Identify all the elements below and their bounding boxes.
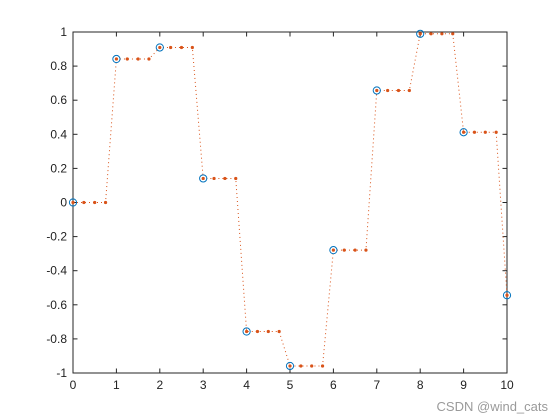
- data-point-dot: [136, 57, 140, 61]
- y-tick-label: 0.6: [50, 93, 67, 107]
- data-point-dot: [418, 32, 422, 36]
- data-point-dot: [103, 200, 108, 205]
- axis-tick-labels: 0 1 2 3 4 5 6 7 8 9 10 -1 -0.8 -0.6 -0.4 -0.2 0 0.2 0.4 0.6…: [46, 25, 514, 392]
- y-tick-label: 0.2: [50, 161, 67, 175]
- data-point-dot: [82, 200, 86, 205]
- data-point-dot: [462, 130, 466, 134]
- data-point-dot: [505, 293, 509, 297]
- data-point-circle: [155, 43, 164, 52]
- y-tick-label: -1: [56, 366, 67, 380]
- data-point-circle: [242, 327, 251, 336]
- x-tick-label: 1: [113, 378, 120, 392]
- data-point-dot: [353, 248, 357, 252]
- data-point-dot: [288, 364, 292, 368]
- data-point-dot: [299, 364, 303, 368]
- x-tick-label: 0: [70, 378, 77, 392]
- data-point-circle: [372, 86, 381, 95]
- data-point-dot: [71, 200, 75, 205]
- data-point-dot: [320, 364, 325, 368]
- plot-area: [72, 31, 508, 374]
- x-tick-label: 2: [156, 378, 163, 392]
- data-point-dot: [201, 176, 205, 181]
- data-point-dot: [169, 45, 173, 50]
- data-point-circle: [502, 291, 512, 300]
- y-tick-label: -0.6: [46, 298, 67, 312]
- data-point-dot: [483, 130, 487, 134]
- data-point-circle: [416, 29, 425, 38]
- data-point-dot: [451, 32, 455, 36]
- data-point-dot: [147, 57, 151, 61]
- data-point-dot: [190, 45, 194, 50]
- data-point-dot: [386, 88, 390, 93]
- y-tick-label: -0.4: [46, 264, 67, 278]
- x-tick-label: 7: [373, 378, 380, 392]
- data-point-dot: [342, 248, 346, 252]
- series-zero-order-hold: [71, 32, 509, 368]
- y-tick-label: -0.8: [46, 332, 67, 346]
- data-point-circle: [459, 128, 468, 137]
- data-point-dot: [234, 176, 238, 181]
- data-point-dot: [310, 364, 314, 368]
- data-point-circle: [329, 246, 338, 255]
- data-point-dot: [179, 45, 184, 50]
- data-point-dot: [158, 45, 162, 50]
- watermark-text: CSDN @wind_cats: [436, 399, 548, 414]
- x-tick-label: 3: [200, 378, 207, 392]
- series-circle-markers: [68, 29, 512, 371]
- y-tick-label: 0.4: [50, 127, 67, 141]
- data-point-dot: [494, 130, 498, 134]
- data-point-dot: [223, 176, 227, 181]
- data-point-dot: [125, 57, 129, 61]
- data-point-dot: [114, 57, 118, 61]
- data-point-dot: [266, 329, 270, 334]
- data-point-dot: [375, 88, 379, 93]
- y-tick-label: 1: [60, 25, 67, 39]
- data-point-dot: [429, 32, 433, 36]
- x-tick-label: 6: [330, 378, 337, 392]
- data-point-dot: [277, 329, 281, 334]
- data-point-dot: [364, 248, 368, 252]
- x-tick-label: 8: [417, 378, 424, 392]
- y-tick-label: 0.8: [50, 59, 67, 73]
- x-tick-label: 4: [243, 378, 250, 392]
- y-tick-label: -0.2: [46, 230, 67, 244]
- data-point-dot: [407, 88, 411, 93]
- data-point-dot: [331, 248, 335, 252]
- data-point-dot: [255, 329, 260, 334]
- data-point-circle: [112, 54, 121, 64]
- data-point-dot: [396, 88, 401, 93]
- data-point-circle: [68, 198, 78, 207]
- x-tick-label: 9: [460, 378, 467, 392]
- data-point-dot: [472, 130, 477, 134]
- y-tick-label: 0: [60, 196, 67, 210]
- data-point-dot: [93, 200, 97, 205]
- data-point-circle: [199, 174, 208, 183]
- data-point-dot: [440, 32, 444, 36]
- x-tick-label: 10: [500, 378, 514, 392]
- x-tick-label: 5: [287, 378, 294, 392]
- data-point-circle: [285, 361, 295, 371]
- data-point-dot: [212, 176, 216, 181]
- data-point-dot: [245, 329, 249, 334]
